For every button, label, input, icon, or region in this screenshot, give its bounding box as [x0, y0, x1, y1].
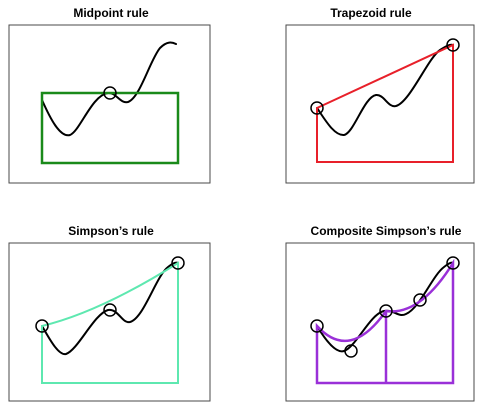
node-marker-left	[35, 319, 49, 333]
panel-frame	[8, 242, 211, 402]
panel-title-composite-simpson: Composite Simpson’s rule	[311, 224, 462, 238]
panel-trapezoid: Trapezoid rule	[285, 6, 475, 184]
node-marker-1	[310, 319, 324, 333]
function-curve	[41, 261, 179, 356]
panel-title-trapezoid: Trapezoid rule	[330, 6, 412, 20]
panel-title-simpson: Simpson’s rule	[68, 224, 154, 238]
midpoint-rectangle	[40, 91, 180, 165]
node-marker-middle	[103, 303, 117, 317]
node-marker-5	[446, 256, 460, 270]
panel-midpoint: Midpoint rule	[8, 6, 211, 184]
node-marker-right	[171, 256, 185, 270]
trapezoid-shape	[316, 43, 454, 163]
endpoint-marker-left	[310, 101, 324, 115]
panel-composite-simpson: Composite Simpson’s rule	[285, 224, 475, 402]
panel-simpson: Simpson’s rule	[8, 224, 211, 402]
midpoint-marker	[103, 86, 117, 100]
node-marker-4	[413, 293, 427, 307]
function-curve	[316, 43, 454, 136]
endpoint-marker-right	[446, 38, 460, 52]
panel-title-midpoint: Midpoint rule	[73, 6, 149, 20]
function-curve	[41, 41, 177, 137]
simpson-parabola-region	[41, 261, 179, 384]
node-marker-3	[379, 304, 393, 318]
function-curve	[316, 261, 454, 353]
panel-frame	[8, 24, 211, 184]
node-marker-2	[344, 344, 358, 358]
